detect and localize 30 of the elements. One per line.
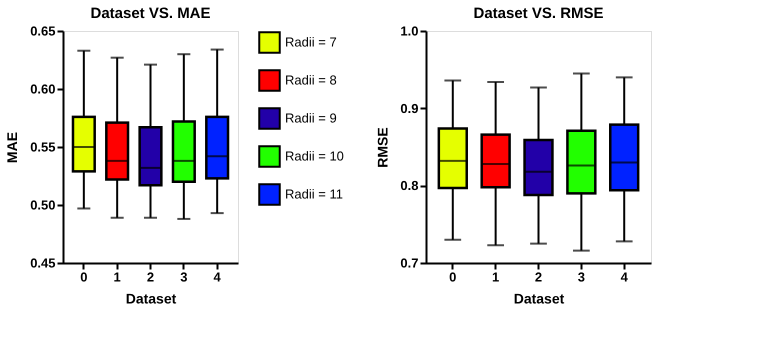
x-tick-label: 2 bbox=[534, 270, 542, 284]
x-tick-label: 4 bbox=[620, 270, 629, 284]
y-tick-label: 0.8 bbox=[400, 178, 418, 194]
x-tick-label: 1 bbox=[492, 270, 500, 284]
y-tick-label: 0.55 bbox=[30, 140, 56, 154]
x-tick-label: 4 bbox=[214, 270, 222, 284]
y-axis-title: MAE bbox=[4, 132, 20, 164]
legend-label: Radii = 9 bbox=[285, 110, 337, 126]
y-tick-label: 0.45 bbox=[30, 256, 56, 270]
y-tick-label: 0.7 bbox=[400, 256, 418, 270]
y-tick-label: 0.50 bbox=[30, 198, 56, 212]
legend-label: Radii = 11 bbox=[285, 186, 343, 202]
x-tick-label: 0 bbox=[80, 270, 88, 284]
chart-title: Dataset VS. MAE bbox=[90, 5, 211, 22]
x-axis-title: Dataset bbox=[514, 290, 565, 306]
x-tick-label: 2 bbox=[146, 270, 154, 284]
x-tick-label: 3 bbox=[180, 270, 188, 284]
x-axis-title: Dataset bbox=[126, 290, 177, 306]
y-tick-label: 0.60 bbox=[30, 82, 56, 96]
legend-label: Radii = 10 bbox=[285, 148, 344, 164]
y-tick-label: 0.65 bbox=[30, 24, 56, 38]
legend-label: Radii = 7 bbox=[285, 34, 337, 50]
y-tick-label: 0.9 bbox=[400, 100, 418, 116]
y-tick-label: 1.0 bbox=[400, 24, 418, 38]
y-axis-title: RMSE bbox=[374, 127, 390, 168]
chart-title: Dataset VS. RMSE bbox=[473, 5, 604, 22]
x-tick-label: 3 bbox=[578, 270, 585, 284]
x-tick-label: 0 bbox=[449, 270, 456, 284]
x-tick-label: 1 bbox=[114, 270, 121, 284]
legend-label: Radii = 8 bbox=[285, 72, 337, 88]
